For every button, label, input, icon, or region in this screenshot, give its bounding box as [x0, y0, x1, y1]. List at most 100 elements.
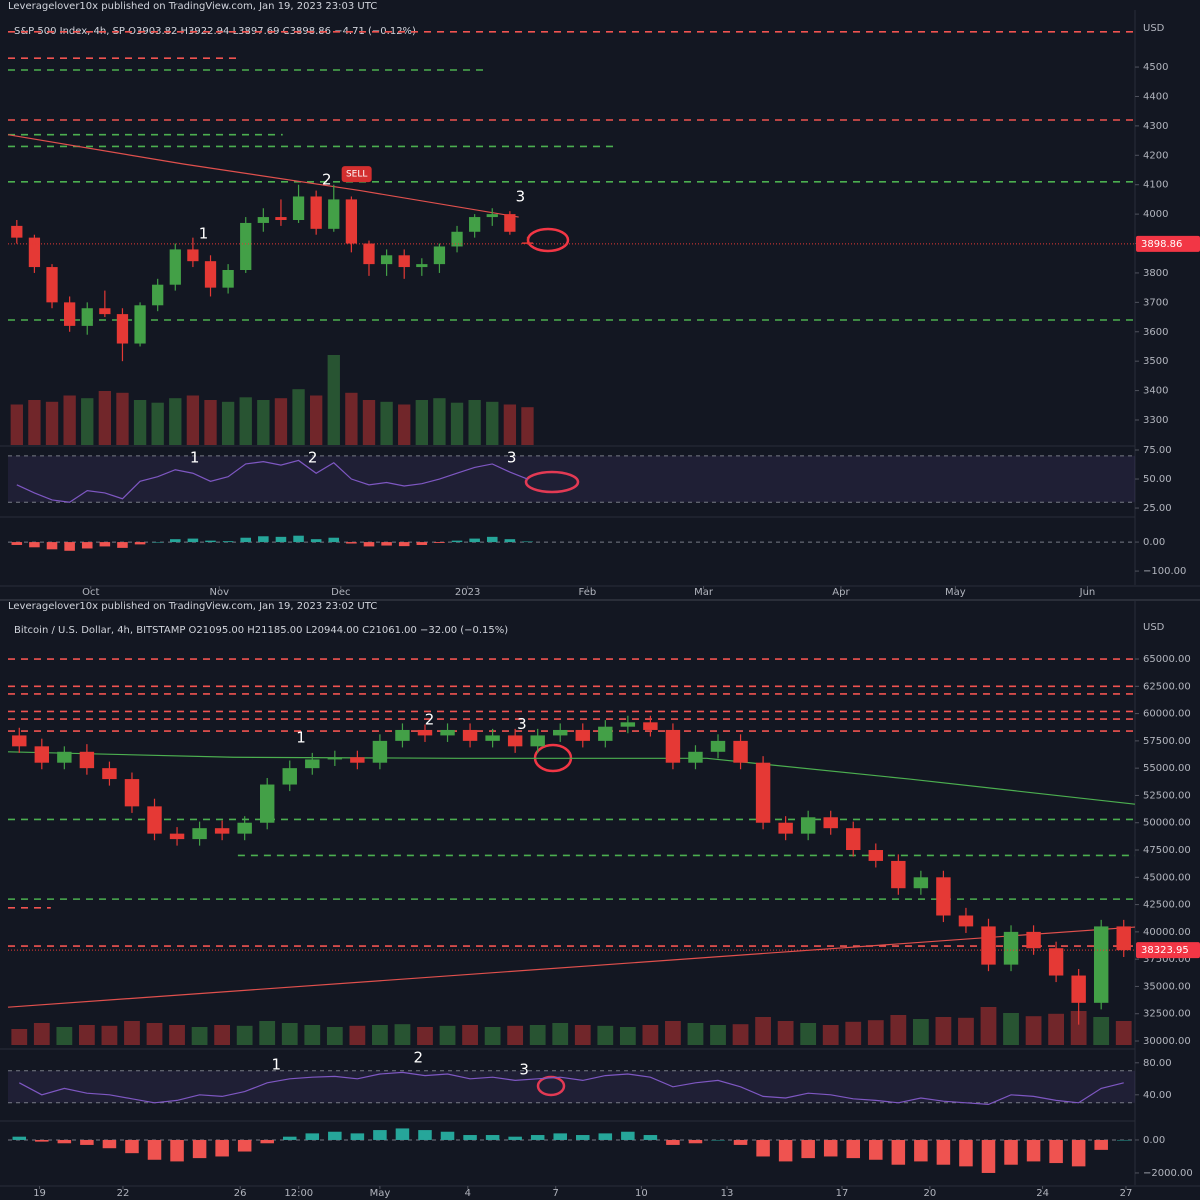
volume-bar: [732, 1024, 749, 1045]
macd-bar: [981, 1139, 996, 1173]
candle-body: [102, 768, 117, 780]
candle-body: [486, 214, 498, 218]
wave-label: 1: [190, 449, 200, 467]
candle-body: [1116, 926, 1131, 951]
macd-bar: [237, 1139, 252, 1152]
x-tick-label: 7: [553, 1188, 559, 1199]
volume-bar: [1115, 1021, 1132, 1045]
candle-body: [305, 759, 320, 769]
candle-body: [34, 746, 50, 763]
volume-bar: [1093, 1017, 1110, 1045]
volume-bar: [574, 1025, 591, 1045]
signal-label: SELL: [346, 170, 367, 180]
candle-body: [620, 722, 636, 727]
volume-bar: [292, 389, 305, 445]
y-tick-label: −2000.00: [1143, 1168, 1193, 1179]
candle-body: [350, 757, 365, 763]
volume-bar: [665, 1021, 681, 1045]
candle-body: [507, 735, 523, 747]
volume-bar: [468, 400, 481, 445]
x-tick-label: Nov: [210, 587, 230, 598]
candle-body: [99, 308, 111, 315]
volume-bar: [912, 1019, 929, 1045]
wave-label: 2: [413, 1049, 423, 1067]
y-tick-label: 4000: [1143, 209, 1168, 220]
candle-body: [440, 729, 455, 736]
macd-bar: [846, 1139, 861, 1159]
volume-bar: [394, 1024, 411, 1045]
volume-bar: [1025, 1016, 1042, 1045]
macd-bar: [328, 537, 340, 543]
candle-body: [1048, 948, 1064, 976]
macd-bar: [621, 1131, 635, 1140]
macd-bar: [440, 1131, 455, 1140]
macd-bar: [869, 1139, 883, 1160]
volume-bar: [755, 1017, 771, 1045]
wave-label: 1: [271, 1055, 281, 1073]
volume-bar: [349, 1025, 366, 1045]
candle-body: [665, 729, 681, 763]
macd-bar: [1094, 1139, 1108, 1150]
y-tick-label: 32500.00: [1143, 1009, 1191, 1020]
macd-bar: [1116, 1139, 1131, 1141]
macd-bar: [508, 1136, 522, 1140]
macd-bar: [1026, 1139, 1041, 1162]
y-tick-label: 57500.00: [1143, 736, 1191, 747]
candle-body: [451, 231, 463, 247]
candle-body: [79, 751, 95, 769]
x-tick-label: 20: [924, 1188, 937, 1199]
volume-bar: [45, 401, 59, 445]
volume-bar: [11, 1029, 28, 1045]
y-tick-label: 42500.00: [1143, 900, 1191, 911]
macd-bar: [170, 539, 181, 543]
candle-body: [282, 768, 297, 785]
volume-bar: [151, 402, 164, 445]
macd-bar: [504, 539, 516, 543]
x-tick-label: 17: [836, 1188, 849, 1199]
macd-bar: [418, 1130, 432, 1140]
macd-bar: [134, 542, 146, 545]
candle-body: [981, 926, 996, 965]
volume-bar: [236, 1025, 253, 1045]
candle-body: [222, 270, 234, 288]
x-tick-label: 13: [721, 1188, 734, 1199]
macd-bar: [35, 1139, 49, 1142]
macd-bar: [29, 542, 40, 548]
volume-bar: [380, 401, 393, 445]
volume-bar: [186, 395, 200, 445]
volume-bar: [642, 1025, 659, 1045]
candle-body: [292, 196, 305, 220]
rsi-band-fill: [8, 1070, 1135, 1103]
x-tick-label: Dec: [331, 587, 350, 598]
x-tick-label: 26: [234, 1188, 247, 1199]
candle-body: [530, 735, 545, 747]
highlight-circle: [536, 1075, 566, 1097]
x-tick-label: May: [370, 1188, 391, 1199]
candle-body: [57, 751, 72, 763]
candle-body: [710, 740, 726, 752]
wave-label: 3: [519, 1061, 529, 1079]
y-tick-label: 25.00: [1143, 503, 1172, 514]
macd-bar: [187, 538, 199, 543]
macd-bar: [666, 1139, 680, 1145]
volume-bar: [822, 1025, 839, 1045]
macd-bar: [469, 538, 480, 543]
rsi-line: [18, 1071, 1124, 1106]
x-tick-label: 19: [33, 1188, 46, 1199]
candle-body: [417, 729, 433, 736]
price-unit: USD: [1143, 622, 1165, 633]
x-tick-label: 4: [465, 1188, 471, 1199]
candle-body: [416, 264, 428, 268]
candle-body: [395, 729, 410, 741]
candle-body: [1026, 931, 1041, 949]
volume-bar: [327, 355, 340, 445]
volume-bar: [484, 1027, 501, 1045]
y-tick-label: 62500.00: [1143, 681, 1191, 692]
x-tick-label: 27: [1120, 1188, 1133, 1199]
macd-bar: [170, 1139, 184, 1162]
macd-bar: [46, 542, 58, 550]
candle-body: [778, 822, 793, 834]
candle-body: [433, 246, 446, 265]
macd-bar: [522, 541, 533, 543]
